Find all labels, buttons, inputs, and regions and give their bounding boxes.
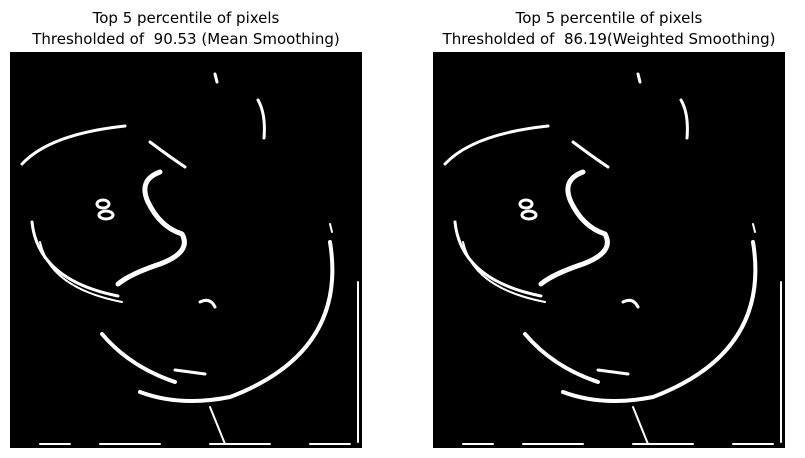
- panel-subtitle: Thresholded of 86.19(Weighted Smoothing): [442, 30, 776, 48]
- panel: Top 5 percentile of pixels Thresholded o…: [433, 9, 785, 448]
- panel-title: Top 5 percentile of pixels: [92, 9, 280, 27]
- image: [433, 52, 785, 448]
- panel: Top 5 percentile of pixels Thresholded o…: [10, 9, 362, 448]
- panel-title: Top 5 percentile of pixels: [515, 9, 703, 27]
- panel-subtitle: Thresholded of 90.53 (Mean Smoothing): [31, 30, 340, 48]
- image: [10, 52, 362, 448]
